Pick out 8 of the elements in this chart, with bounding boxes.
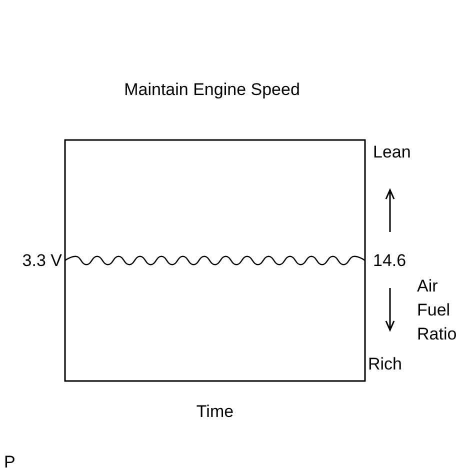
text: 3.3 V (22, 251, 63, 270)
text: Lean (373, 142, 411, 162)
y2-axis-title: Air Fuel Ratio (417, 276, 457, 344)
text: 14.6 (373, 251, 406, 270)
x-axis-title: Time (196, 402, 234, 421)
text: Rich (368, 354, 402, 374)
text: P (4, 452, 16, 472)
chart-title: Maintain Engine Speed (124, 80, 300, 99)
